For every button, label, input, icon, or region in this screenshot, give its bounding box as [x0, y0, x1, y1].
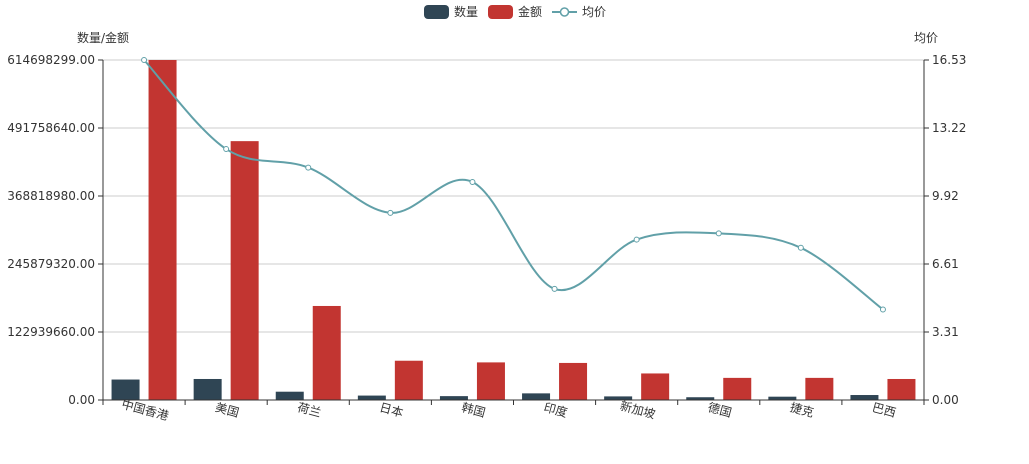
avg-price-point[interactable] — [387, 209, 394, 216]
right-axis-tick-label: 9.92 — [932, 189, 959, 203]
left-axis-title: 数量/金额 — [77, 30, 129, 45]
avg-price-point[interactable] — [879, 306, 886, 313]
bar-amount[interactable] — [312, 305, 341, 400]
right-axis-tick-label: 16.53 — [932, 53, 966, 67]
avg-price-point[interactable] — [797, 244, 804, 251]
avg-price-point[interactable] — [715, 230, 722, 237]
legend-item[interactable]: 均价 — [552, 5, 606, 19]
legend-avg-price-marker — [559, 7, 570, 17]
avg-price-point[interactable] — [141, 57, 148, 63]
legend-item[interactable]: 数量 — [424, 4, 478, 19]
bar-quantity[interactable] — [193, 378, 222, 400]
x-axis-tick-label: 德国 — [706, 399, 733, 420]
x-axis-tick-label: 荷兰 — [296, 400, 323, 420]
left-axis-tick-label: 491758640.00 — [7, 121, 95, 135]
legend[interactable]: 数量 金额 均价 — [424, 4, 606, 19]
right-axis-title: 均价 — [914, 31, 938, 45]
x-axis-tick-label: 巴西 — [871, 400, 898, 420]
bar-series — [111, 60, 916, 401]
x-axis-tick-label: 日本 — [378, 400, 405, 420]
x-axis-tick-label: 美国 — [214, 400, 241, 420]
bar-quantity[interactable] — [439, 396, 468, 400]
left-axis-tick-label: 0.00 — [68, 393, 95, 407]
bar-quantity[interactable] — [275, 391, 304, 400]
bar-amount[interactable] — [887, 378, 916, 400]
legend-amount-swatch — [488, 5, 513, 19]
bar-quantity[interactable] — [768, 396, 797, 400]
x-axis-tick-label: 捷克 — [788, 400, 815, 420]
grid-lines — [103, 59, 924, 401]
bar-amount[interactable] — [559, 362, 588, 400]
line-series — [141, 57, 886, 313]
right-axis-tick-label: 13.22 — [932, 121, 966, 135]
avg-price-line — [143, 59, 884, 311]
x-axis-tick-label: 新加坡 — [618, 398, 657, 422]
left-axis-tick-label: 245879320.00 — [7, 257, 95, 271]
bar-quantity[interactable] — [111, 379, 140, 400]
bar-amount[interactable] — [805, 377, 834, 400]
avg-price-point[interactable] — [223, 146, 230, 153]
avg-price-point[interactable] — [633, 236, 640, 243]
bar-amount[interactable] — [476, 362, 505, 400]
right-axis-tick-label: 6.61 — [932, 257, 959, 271]
left-axis-tick-label: 614698299.00 — [7, 53, 95, 67]
x-axis-tick-label: 印度 — [542, 399, 569, 420]
bar-amount[interactable] — [148, 60, 177, 400]
legend-label: 金额 — [518, 4, 542, 19]
bar-quantity[interactable] — [522, 393, 551, 400]
avg-price-point[interactable] — [469, 178, 476, 185]
legend-label: 数量 — [454, 4, 478, 19]
right-axis-tick-label: 0.00 — [932, 393, 959, 407]
bar-amount[interactable] — [394, 360, 423, 400]
bar-quantity[interactable] — [604, 396, 633, 400]
legend-quantity-swatch — [424, 5, 449, 19]
left-axis-tick-label: 368818980.00 — [7, 189, 95, 203]
right-axis-tick-label: 3.31 — [932, 325, 959, 339]
x-axis-tick-label: 韩国 — [460, 399, 487, 420]
bar-quantity[interactable] — [850, 395, 879, 400]
avg-price-point[interactable] — [551, 285, 558, 292]
bar-quantity[interactable] — [686, 397, 715, 400]
legend-label: 均价 — [582, 5, 606, 19]
bar-amount[interactable] — [723, 377, 752, 400]
bar-amount[interactable] — [641, 373, 670, 400]
bar-amount[interactable] — [230, 141, 259, 401]
bar-quantity[interactable] — [357, 395, 386, 400]
avg-price-point[interactable] — [305, 164, 312, 171]
legend-item[interactable]: 金额 — [488, 4, 542, 19]
left-axis-tick-label: 122939660.00 — [7, 325, 95, 339]
